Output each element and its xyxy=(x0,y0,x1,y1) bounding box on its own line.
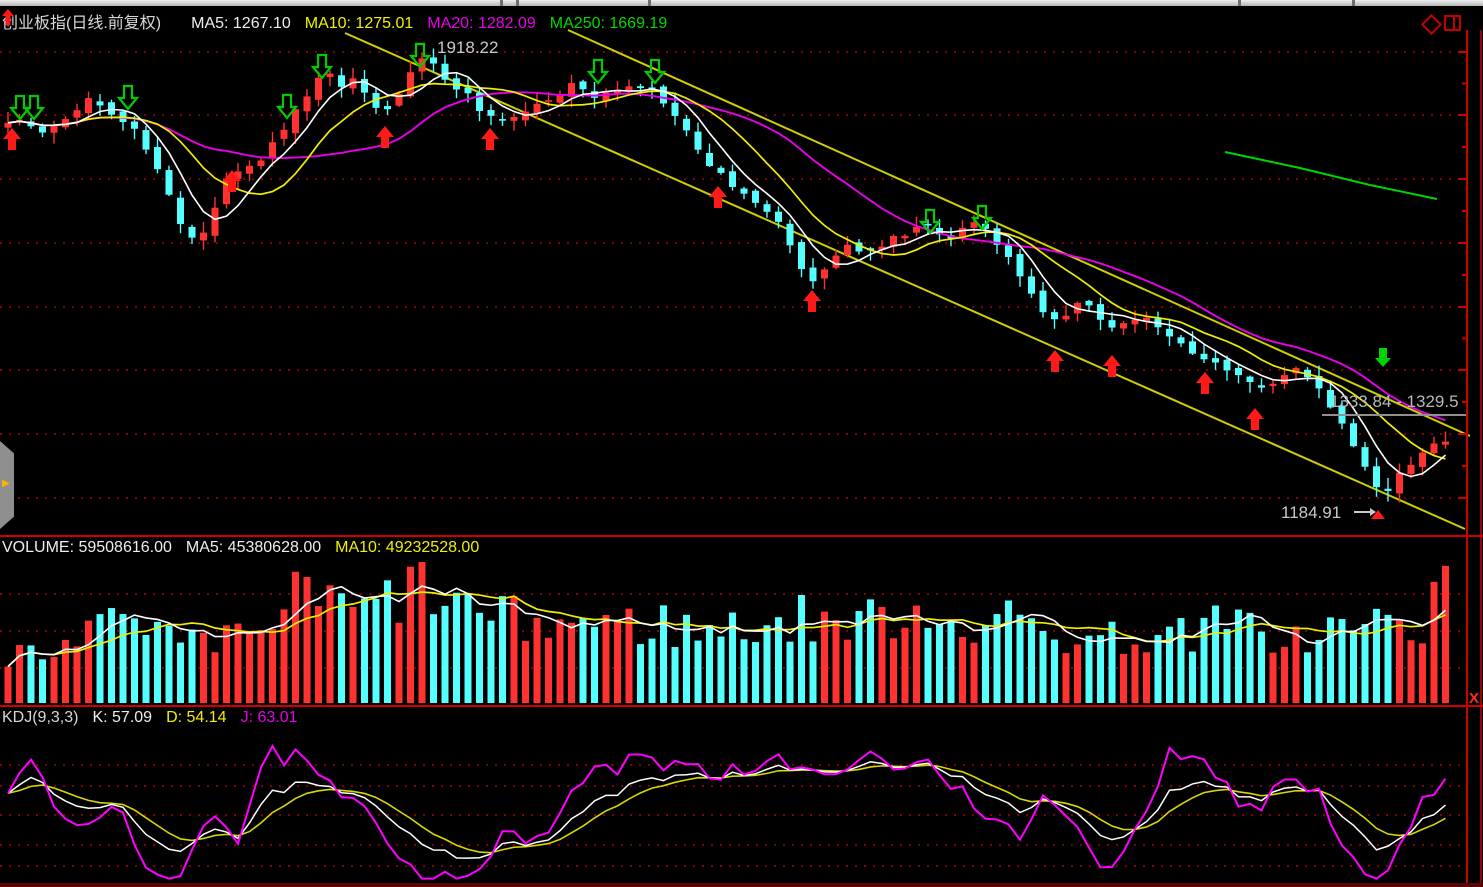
window-edge-notch xyxy=(516,0,519,6)
buy-signal-arrow xyxy=(1196,372,1214,394)
volume-ma5-value: MA5: 45380628.00 xyxy=(185,539,322,556)
ma250-value: MA250: 1669.19 xyxy=(549,15,668,32)
sell-signal-arrow xyxy=(408,42,432,69)
buy-signal-arrow xyxy=(1246,408,1264,430)
lower-window-edge xyxy=(0,883,1483,887)
ma20-value: MA20: 1282.09 xyxy=(427,15,536,32)
main-chart-header: 创业板指(日线.前复权) MA5: 1267.10 MA10: 1275.01 MA2… xyxy=(2,9,681,33)
buy-signal-arrow xyxy=(3,128,21,150)
volume-panel[interactable] xyxy=(0,562,1467,703)
buy-signal-arrow xyxy=(481,128,499,150)
buy-signal-arrow xyxy=(709,186,727,208)
volume-value: VOLUME: 59508616.00 xyxy=(2,539,172,556)
buy-signal-arrow xyxy=(223,170,241,192)
sell-signal-arrow-solid xyxy=(1375,348,1391,367)
sell-signal-arrow xyxy=(586,58,610,85)
buy-signal-arrow xyxy=(1103,355,1121,377)
sell-signal-arrow xyxy=(275,93,299,120)
window-edge-notch xyxy=(500,0,503,6)
svg-text:1184.91: 1184.91 xyxy=(1281,503,1341,522)
buy-signal-arrow xyxy=(803,290,821,312)
volume-header: VOLUME: 59508616.00 MA5: 45380628.00 MA10:… xyxy=(2,539,493,557)
sell-signal-arrow xyxy=(643,58,667,85)
sell-signal-arrow xyxy=(918,208,942,235)
ma10-value: MA10: 1275.01 xyxy=(304,15,414,32)
window-restore-icon[interactable] xyxy=(1444,15,1461,31)
svg-text:1918.22: 1918.22 xyxy=(437,38,498,57)
kdj-label: KDJ(9,3,3) xyxy=(2,709,79,726)
svg-text:1333.84 - 1329.5: 1333.84 - 1329.5 xyxy=(1330,392,1459,411)
sell-signal-arrow xyxy=(22,94,46,121)
volume-ma10-value: MA10: 49232528.00 xyxy=(335,539,480,556)
kdj-panel[interactable] xyxy=(0,743,1467,880)
symbol-title: 创业板指(日线.前复权) xyxy=(2,15,162,32)
window-edge-notch xyxy=(1352,0,1355,6)
sell-signal-arrow xyxy=(310,53,334,80)
sell-signal-arrow xyxy=(970,204,994,231)
buy-signal-arrow xyxy=(1046,350,1064,372)
kdj-header: KDJ(9,3,3) K: 57.09 D: 54.14 J: 63.01 xyxy=(2,709,312,727)
kdj-j-value: J: 63.01 xyxy=(240,709,298,726)
low-point-marker xyxy=(1371,510,1385,519)
sidebar-expand-handle[interactable]: ▶ xyxy=(0,441,14,529)
sell-signal-arrow xyxy=(8,94,32,121)
main-price-panel[interactable]: 1333.84 - 1329.5 1918.22 1184.91 xyxy=(0,29,1471,530)
ma5-value: MA5: 1267.10 xyxy=(191,15,291,32)
expand-arrow-icon: ▶ xyxy=(2,478,10,489)
window-edge-notch xyxy=(1238,0,1241,6)
kdj-k-value: K: 57.09 xyxy=(92,709,153,726)
window-edge-notch xyxy=(648,0,651,6)
indicator-close-button[interactable]: X xyxy=(1469,690,1480,707)
buy-signal-arrow xyxy=(376,126,394,148)
kdj-d-value: D: 54.14 xyxy=(166,709,227,726)
sell-signal-arrow xyxy=(116,84,140,111)
